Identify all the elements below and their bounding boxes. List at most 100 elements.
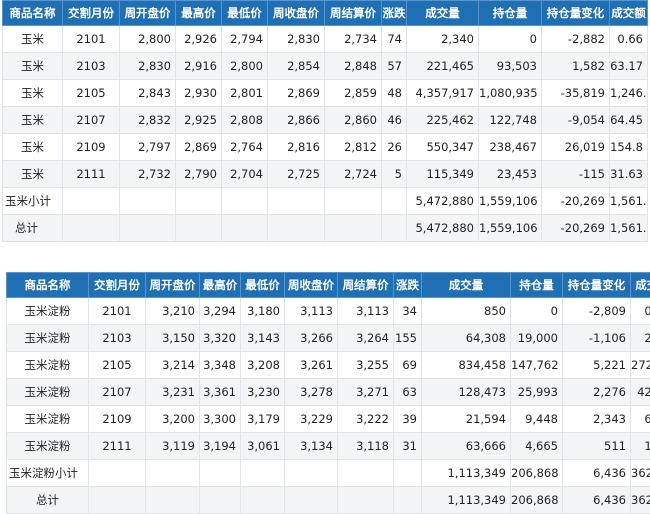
- product-cell: 玉米淀粉: [7, 379, 89, 406]
- settle-cell: 2,724: [325, 161, 382, 188]
- open-interest-cell: 206,868: [511, 460, 563, 487]
- low-cell: 2,800: [222, 53, 268, 80]
- open-interest-cell: 25,993: [511, 379, 563, 406]
- close-cell: 2,866: [268, 107, 325, 134]
- oi-change-cell: 5,221: [563, 352, 631, 379]
- high-cell: 3,294: [200, 298, 241, 325]
- low-cell: 3,180: [241, 298, 285, 325]
- change-cell: 46: [382, 107, 407, 134]
- settle-cell: 3,255: [338, 352, 394, 379]
- oi-change-cell: 2,276: [563, 379, 631, 406]
- volume-cell: 21,594: [422, 406, 511, 433]
- open-interest-cell: 122,748: [479, 107, 542, 134]
- header-cell: 周开盘价: [146, 273, 200, 298]
- subtotal-label: 玉米小计: [3, 188, 63, 215]
- header-cell: 成交额: [610, 1, 648, 26]
- high-cell: 3,348: [200, 352, 241, 379]
- volume-cell: 225,462: [407, 107, 479, 134]
- header-cell: 交割月份: [89, 273, 146, 298]
- oi-change-cell: -9,054: [542, 107, 610, 134]
- product-cell: 玉米淀粉: [7, 406, 89, 433]
- close-cell: 3,134: [285, 433, 338, 460]
- total-row: 总计 1,113,349 206,868 6,436 362.34: [7, 487, 650, 514]
- open-cell: 3,200: [146, 406, 200, 433]
- low-cell: 3,208: [241, 352, 285, 379]
- close-cell: 2,869: [268, 80, 325, 107]
- change-cell: 63: [394, 379, 422, 406]
- open-interest-cell: 19,000: [511, 325, 563, 352]
- close-cell: 2,854: [268, 53, 325, 80]
- volume-cell: 5,472,880: [407, 215, 479, 242]
- oi-change-cell: 6,436: [563, 487, 631, 514]
- close-cell: 2,725: [268, 161, 325, 188]
- corn-futures-table: 商品名称 交割月份 周开盘价 最高价 最低价 周收盘价 周结算价 涨跌 成交量 …: [2, 0, 648, 242]
- turnover-cell: 362.34: [631, 460, 650, 487]
- header-cell: 持仓量: [479, 1, 542, 26]
- header-row: 商品名称 交割月份 周开盘价 最高价 最低价 周收盘价 周结算价 涨跌 成交量 …: [3, 1, 648, 26]
- turnover-cell: 20.8: [631, 325, 650, 352]
- turnover-cell: 31.63: [610, 161, 648, 188]
- low-cell: 3,061: [241, 433, 285, 460]
- month-cell: 2103: [89, 325, 146, 352]
- month-cell: 2107: [63, 107, 120, 134]
- open-interest-cell: 147,762: [511, 352, 563, 379]
- header-row: 商品名称 交割月份 周开盘价 最高价 最低价 周收盘价 周结算价 涨跌 成交量 …: [7, 273, 650, 298]
- high-cell: 2,925: [176, 107, 222, 134]
- total-row: 总计 5,472,880 1,559,106 -20,269 1,561.62: [3, 215, 648, 242]
- turnover-cell: 362.34: [631, 487, 650, 514]
- month-cell: 2105: [89, 352, 146, 379]
- total-label: 总计: [3, 215, 63, 242]
- header-cell: 商品名称: [3, 1, 63, 26]
- header-cell: 周结算价: [325, 1, 382, 26]
- open-interest-cell: 0: [511, 298, 563, 325]
- settle-cell: 2,860: [325, 107, 382, 134]
- header-cell: 周开盘价: [120, 1, 176, 26]
- close-cell: 2,816: [268, 134, 325, 161]
- open-cell: 2,843: [120, 80, 176, 107]
- oi-change-cell: 2,343: [563, 406, 631, 433]
- settle-cell: 3,271: [338, 379, 394, 406]
- turnover-cell: 272.27: [631, 352, 650, 379]
- open-interest-cell: 23,453: [479, 161, 542, 188]
- subtotal-label: 玉米淀粉小计: [7, 460, 89, 487]
- oi-change-cell: 1,582: [542, 53, 610, 80]
- month-cell: 2105: [63, 80, 120, 107]
- product-cell: 玉米: [3, 161, 63, 188]
- turnover-cell: 63.17: [610, 53, 648, 80]
- open-interest-cell: 93,503: [479, 53, 542, 80]
- subtotal-row: 玉米淀粉小计 1,113,349 206,868 6,436 362.34: [7, 460, 650, 487]
- table-row: 玉米 2111 2,732 2,790 2,704 2,725 2,724 5 …: [3, 161, 648, 188]
- product-cell: 玉米淀粉: [7, 298, 89, 325]
- settle-cell: 3,118: [338, 433, 394, 460]
- header-cell: 成交量: [422, 273, 511, 298]
- close-cell: 3,113: [285, 298, 338, 325]
- open-interest-cell: 0: [479, 26, 542, 53]
- open-cell: 3,119: [146, 433, 200, 460]
- settle-cell: 3,113: [338, 298, 394, 325]
- high-cell: 2,869: [176, 134, 222, 161]
- turnover-cell: 0.27: [631, 298, 650, 325]
- high-cell: 2,926: [176, 26, 222, 53]
- open-cell: 3,150: [146, 325, 200, 352]
- turnover-cell: 154.8: [610, 134, 648, 161]
- header-cell: 最高价: [200, 273, 241, 298]
- open-interest-cell: 9,448: [511, 406, 563, 433]
- change-cell: 69: [394, 352, 422, 379]
- table-row: 玉米 2105 2,843 2,930 2,801 2,869 2,859 48…: [3, 80, 648, 107]
- oi-change-cell: -35,819: [542, 80, 610, 107]
- product-cell: 玉米淀粉: [7, 433, 89, 460]
- month-cell: 2111: [89, 433, 146, 460]
- change-cell: 57: [382, 53, 407, 80]
- header-cell: 持仓量: [511, 273, 563, 298]
- header-cell: 商品名称: [7, 273, 89, 298]
- volume-cell: 1,113,349: [422, 460, 511, 487]
- close-cell: 3,266: [285, 325, 338, 352]
- oi-change-cell: -20,269: [542, 215, 610, 242]
- header-cell: 成交额: [631, 273, 650, 298]
- change-cell: 26: [382, 134, 407, 161]
- month-cell: 2109: [63, 134, 120, 161]
- volume-cell: 128,473: [422, 379, 511, 406]
- table-row: 玉米 2103 2,830 2,916 2,800 2,854 2,848 57…: [3, 53, 648, 80]
- volume-cell: 2,340: [407, 26, 479, 53]
- volume-cell: 4,357,917: [407, 80, 479, 107]
